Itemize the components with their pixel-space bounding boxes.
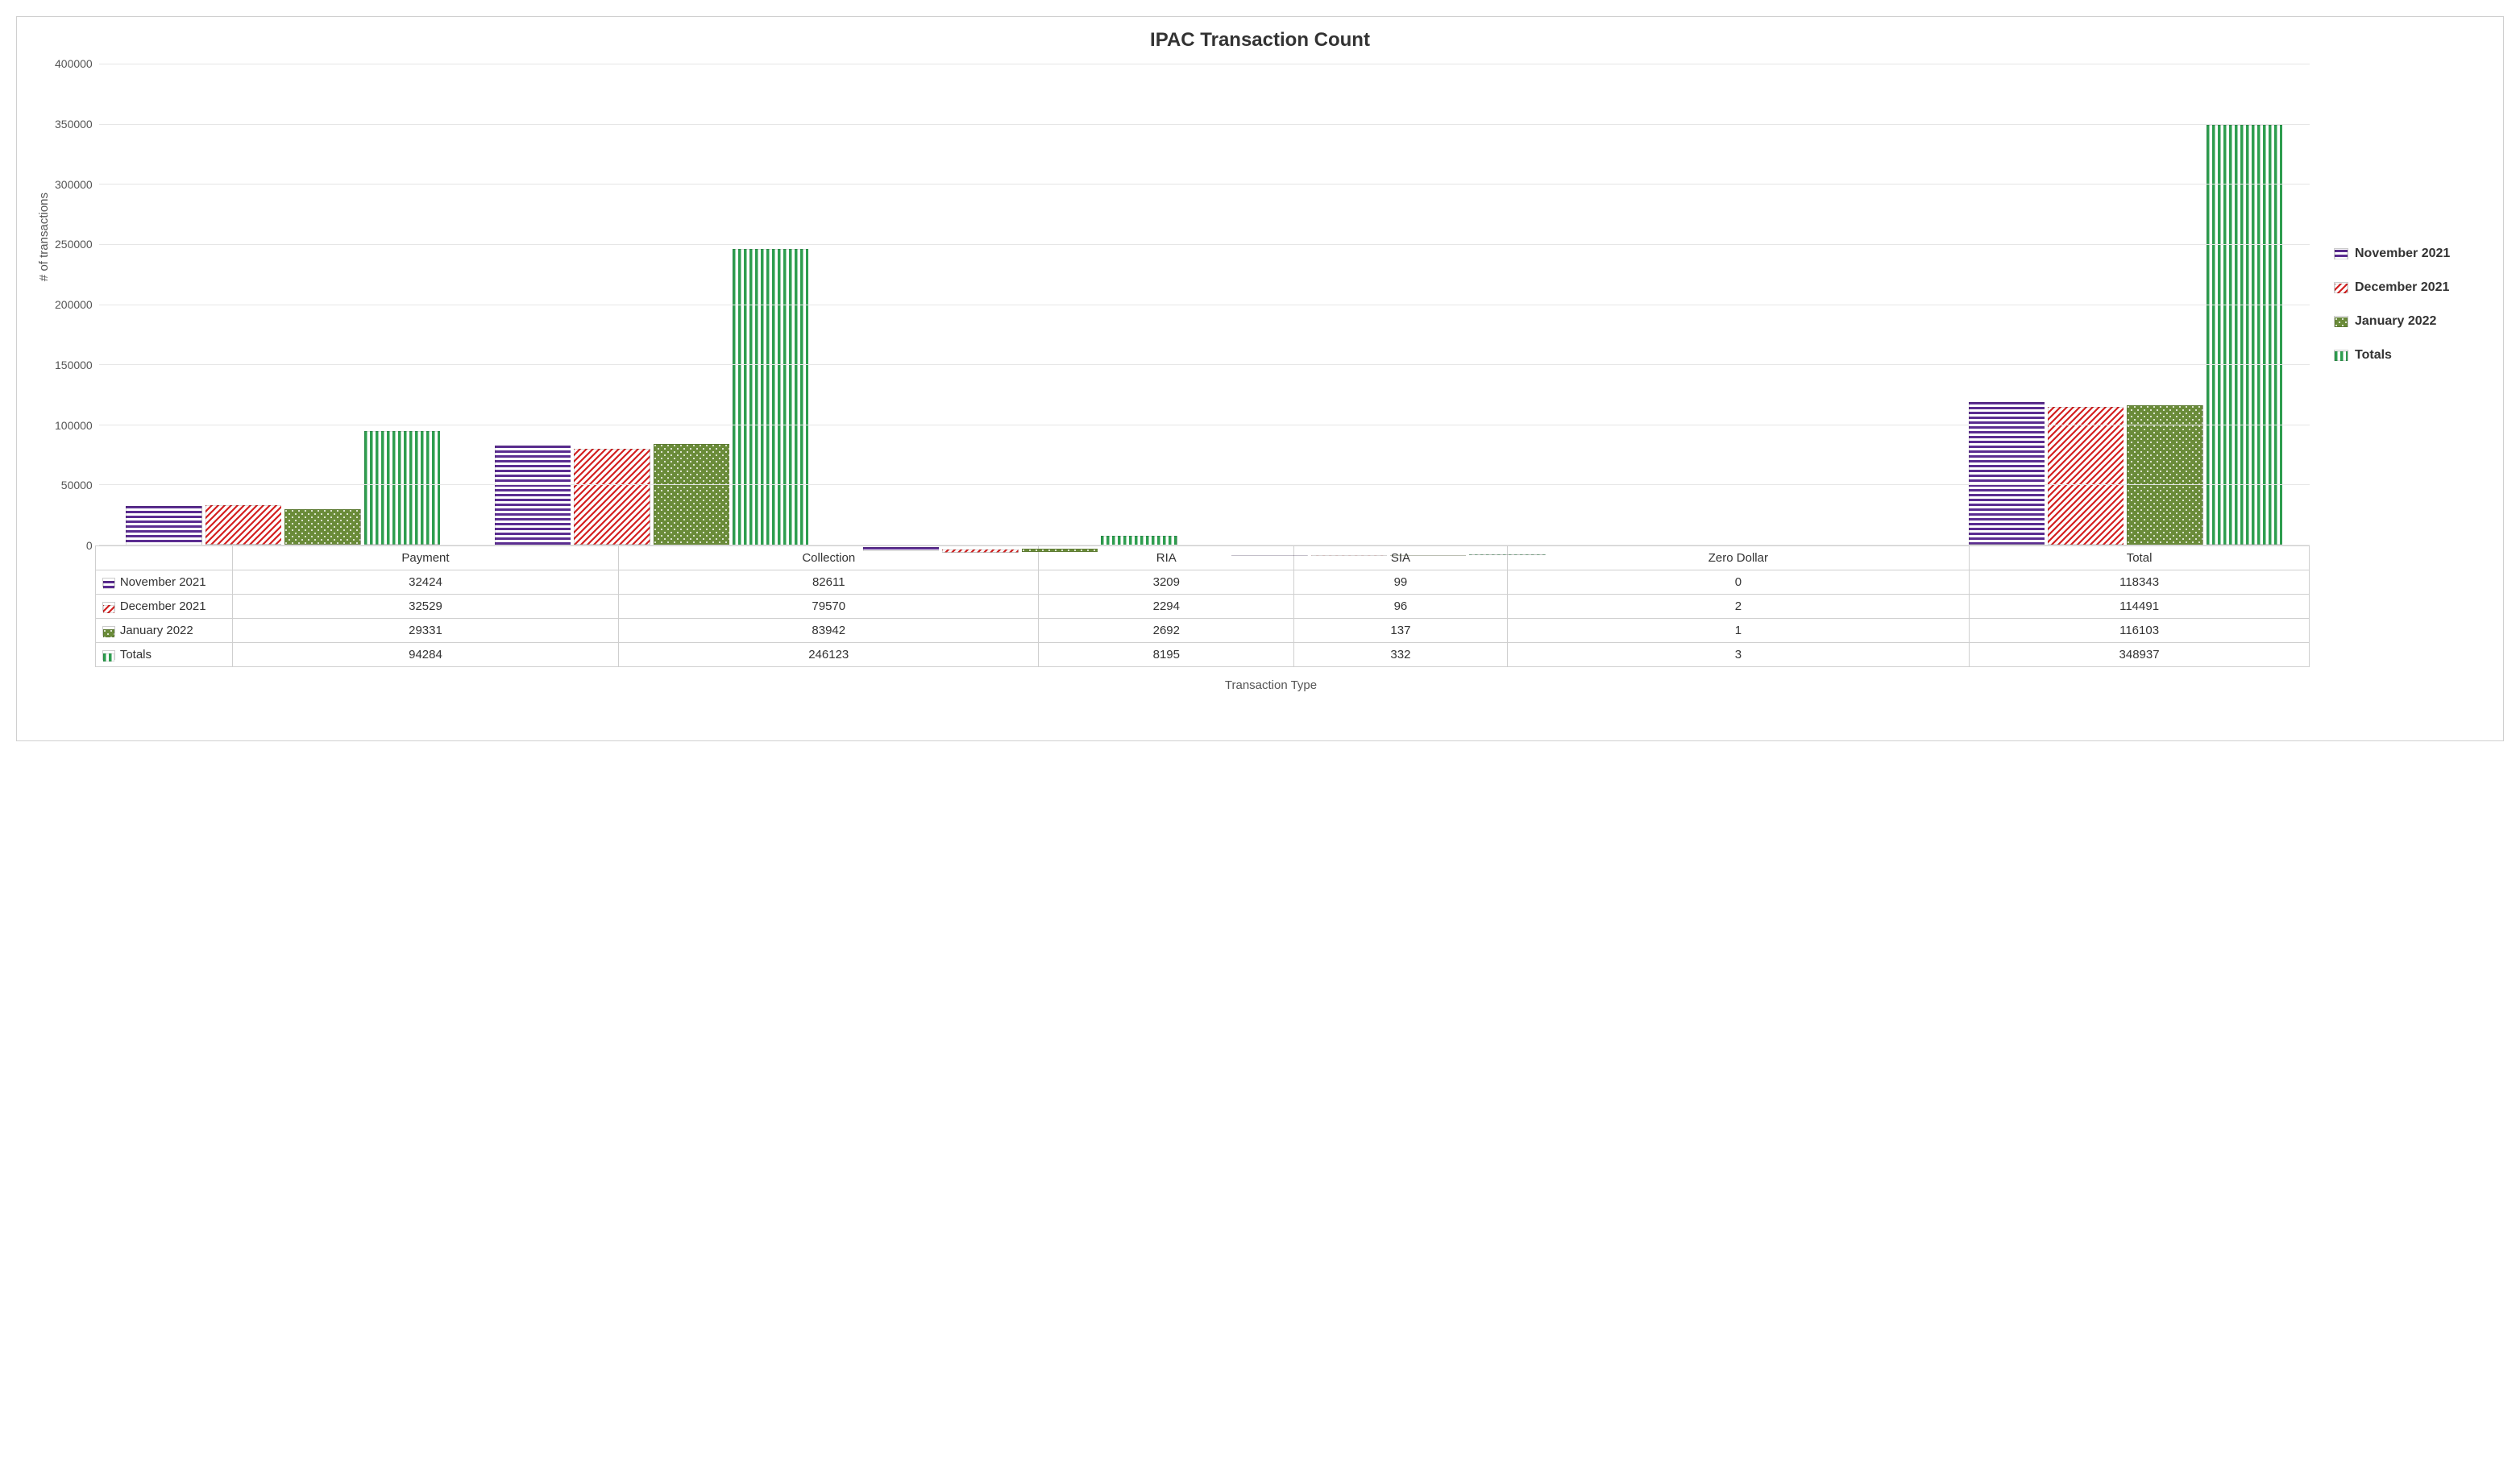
plot-area: [99, 64, 2310, 545]
table-cell: 116103: [1970, 619, 2310, 643]
table-row: November 2021 32424826113209990118343: [95, 570, 2309, 595]
table-cell: 99: [1294, 570, 1507, 595]
table-row: January 2022 293318394226921371116103: [95, 619, 2309, 643]
legend-swatch: [2334, 350, 2348, 361]
bar: [2127, 405, 2202, 545]
table-cell: 83942: [619, 619, 1039, 643]
gridline: [99, 244, 2310, 245]
table-cell: 8195: [1039, 643, 1294, 667]
row-header-label: November 2021: [120, 575, 206, 589]
chart-title: IPAC Transaction Count: [33, 29, 2487, 52]
data-table: PaymentCollectionRIASIAZero DollarTotalN…: [95, 545, 2310, 667]
table-column-header: Total: [1970, 546, 2310, 570]
table-row: Totals 9428424612381953323348937: [95, 643, 2309, 667]
bar: [284, 509, 360, 545]
table-cell: 0: [1507, 570, 1970, 595]
data-table-wrap: PaymentCollectionRIASIAZero DollarTotalN…: [55, 545, 2487, 667]
table-cell: 118343: [1970, 570, 2310, 595]
bar: [126, 506, 201, 545]
gridline: [99, 364, 2310, 365]
x-axis-label: Transaction Type: [55, 678, 2487, 692]
bar: [654, 444, 729, 545]
legend: November 2021 December 2021 January 2022 To…: [2310, 64, 2487, 545]
y-axis-label: # of transactions: [33, 193, 55, 281]
bar: [574, 449, 650, 545]
table-column-header: Payment: [232, 546, 618, 570]
y-ticks: 4000003500003000002500002000001500001000…: [55, 64, 99, 545]
table-cell: 32424: [232, 570, 618, 595]
legend-swatch: [2334, 282, 2348, 293]
legend-swatch: [2334, 316, 2348, 327]
legend-item: December 2021: [2334, 280, 2487, 295]
row-swatch: [102, 578, 115, 587]
gridline: [99, 124, 2310, 125]
table-cell: 96: [1294, 595, 1507, 619]
table-row-header: January 2022: [95, 619, 232, 643]
y-axis-area: # of transactions: [33, 64, 55, 692]
table-cell: 1: [1507, 619, 1970, 643]
table-cell: 332: [1294, 643, 1507, 667]
bar: [364, 431, 440, 545]
table-cell: 2692: [1039, 619, 1294, 643]
table-cell: 3209: [1039, 570, 1294, 595]
table-column-header: Zero Dollar: [1507, 546, 1970, 570]
legend-label: January 2022: [2355, 314, 2436, 329]
legend-swatch: [2334, 248, 2348, 259]
bar: [733, 249, 808, 545]
gridline: [99, 184, 2310, 185]
plot-row: 4000003500003000002500002000001500001000…: [55, 64, 2487, 545]
table-cell: 137: [1294, 619, 1507, 643]
bar: [2207, 125, 2282, 545]
legend-label: December 2021: [2355, 280, 2449, 295]
main-area: 4000003500003000002500002000001500001000…: [55, 64, 2487, 692]
table-cell: 94284: [232, 643, 618, 667]
table-cell: 32529: [232, 595, 618, 619]
table-header-row: PaymentCollectionRIASIAZero DollarTotal: [95, 546, 2309, 570]
row-swatch: [102, 602, 115, 612]
row-swatch: [102, 650, 115, 660]
table-cell: 79570: [619, 595, 1039, 619]
table-row-header: December 2021: [95, 595, 232, 619]
legend-item: January 2022: [2334, 314, 2487, 329]
table-row-header: Totals: [95, 643, 232, 667]
table-cell: 246123: [619, 643, 1039, 667]
row-header-label: December 2021: [120, 599, 206, 613]
table-cell: 114491: [1970, 595, 2310, 619]
chart-container: IPAC Transaction Count # of transactions…: [16, 16, 2504, 741]
bar: [1101, 535, 1177, 545]
row-swatch: [102, 626, 115, 636]
table-row: December 2021 32529795702294962114491: [95, 595, 2309, 619]
table-cell: 2: [1507, 595, 1970, 619]
table-row-header: November 2021: [95, 570, 232, 595]
legend-label: November 2021: [2355, 247, 2450, 261]
bar: [495, 446, 571, 545]
chart-body: # of transactions 4000003500003000002500…: [33, 64, 2487, 692]
table-cell: 29331: [232, 619, 618, 643]
legend-item: November 2021: [2334, 247, 2487, 261]
gridline: [99, 484, 2310, 485]
table-column-header: SIA: [1294, 546, 1507, 570]
table-cell: 348937: [1970, 643, 2310, 667]
legend-item: Totals: [2334, 348, 2487, 363]
table-cell: 82611: [619, 570, 1039, 595]
legend-label: Totals: [2355, 348, 2392, 363]
table-cell: 3: [1507, 643, 1970, 667]
row-header-label: Totals: [120, 648, 152, 661]
bar: [206, 505, 281, 545]
table-cell: 2294: [1039, 595, 1294, 619]
row-header-label: January 2022: [120, 624, 193, 637]
bar: [2048, 407, 2124, 545]
